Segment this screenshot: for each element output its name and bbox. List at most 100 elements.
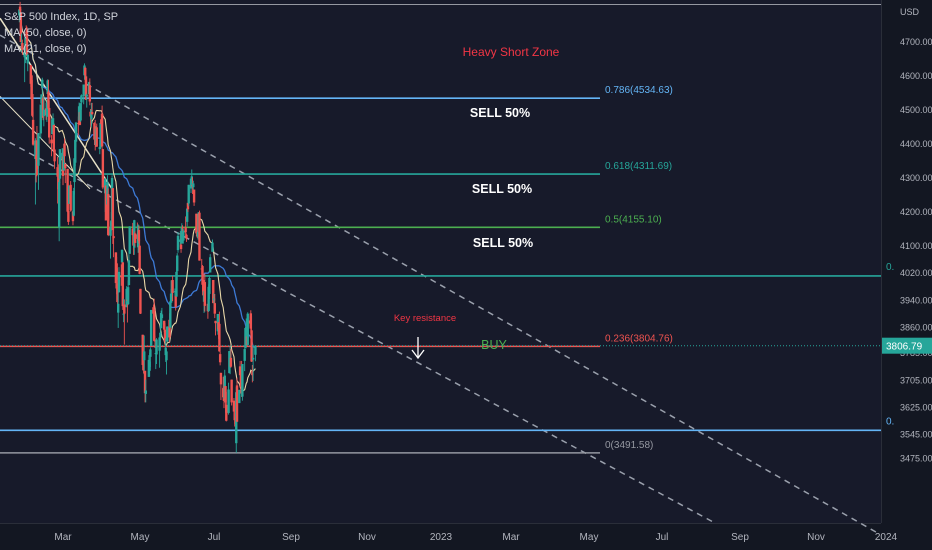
candle-body [243, 349, 246, 361]
time-tick-label: Nov [358, 532, 376, 543]
candle-body [143, 351, 146, 361]
fib-level-label: 0.618(4311.69) [605, 161, 672, 172]
candle-body [84, 67, 87, 76]
candle-body [149, 349, 152, 357]
candle-body [69, 184, 72, 211]
candle-body [57, 182, 61, 228]
candle-body [117, 271, 121, 293]
candle-body [165, 351, 168, 361]
candle-body [166, 326, 169, 342]
candle-body [39, 104, 42, 134]
price-currency-label: USD [900, 7, 920, 17]
candle-body [212, 298, 216, 301]
candle-body [93, 122, 96, 140]
price-tick-label: 4020.00 [900, 268, 932, 278]
candle-body [40, 94, 43, 104]
price-tick-label: 4100.00 [900, 241, 932, 251]
candle-body [90, 110, 93, 119]
candle-body [159, 312, 163, 329]
candle-body [179, 244, 183, 250]
candle-body [153, 309, 156, 341]
candle-body [50, 139, 53, 144]
candle-body [100, 113, 104, 147]
candle-body [106, 182, 109, 205]
candle-body [238, 366, 242, 376]
candle-body [195, 213, 198, 234]
fib-level-label: 0.786(4534.63) [605, 85, 673, 96]
candle-body [126, 287, 130, 305]
candle-body [74, 122, 78, 142]
time-tick-label: May [131, 532, 150, 543]
candle-body [88, 85, 92, 102]
candle-body [201, 266, 204, 285]
candle-body [192, 183, 195, 188]
time-tick-label: Jul [208, 532, 221, 543]
candle-body [29, 65, 33, 84]
candle-body [74, 139, 77, 163]
candle-body [18, 6, 22, 11]
heavy-short-zone-label: Heavy Short Zone [463, 45, 560, 59]
candle-body [73, 158, 76, 183]
candle-body [185, 208, 189, 222]
candle-body [116, 283, 119, 303]
candle-body [125, 288, 128, 308]
candle-body [180, 227, 184, 244]
price-tick-label: 4300.00 [900, 173, 932, 183]
legend-ma21[interactable]: MA (21, close, 0) [4, 43, 87, 55]
fib-level-label: 0(3491.58) [605, 440, 653, 451]
candle-body [120, 249, 124, 263]
candle-body [160, 314, 164, 319]
candle-body [61, 152, 64, 160]
candle-body [72, 190, 75, 216]
candle-body [155, 339, 158, 355]
candle-body [47, 91, 50, 109]
candle-body [218, 323, 221, 352]
candle-body [122, 313, 125, 315]
candle-body [31, 119, 35, 145]
candle-body [41, 79, 44, 88]
candle-body [67, 210, 70, 222]
candle-body [162, 320, 166, 330]
candle-body [219, 372, 223, 385]
candle-body [233, 417, 236, 421]
candle-body [218, 354, 222, 363]
candle-body [107, 193, 110, 236]
trend-line-solid[interactable] [0, 17, 113, 190]
candle-body [230, 379, 233, 403]
candle-body [114, 252, 118, 284]
time-tick-label: 2023 [430, 532, 453, 543]
candle-body [225, 404, 228, 421]
candle-body [42, 109, 46, 117]
candle-body [116, 303, 120, 313]
candle-body [85, 94, 88, 97]
candle-body [189, 178, 193, 189]
price-tick-label: 4200.00 [900, 207, 932, 217]
price-tick-label: 3705.00 [900, 375, 932, 385]
candle-body [190, 176, 193, 182]
candle-body [23, 52, 26, 58]
candle-body [121, 262, 124, 307]
candle-body [67, 185, 71, 204]
candle-body [212, 280, 215, 304]
buy-label: BUY [481, 338, 507, 352]
candle-body [111, 188, 115, 231]
candle-body [84, 76, 88, 100]
legend-ma50[interactable]: MA (50, close, 0) [4, 27, 87, 39]
trend-line-upper[interactable] [0, 34, 881, 535]
candle-body [104, 185, 108, 221]
candle-body [239, 382, 243, 384]
trend-line-lower[interactable] [0, 136, 716, 524]
candle-body [45, 102, 49, 117]
candle-body [241, 363, 244, 397]
price-tick-label: 3940.00 [900, 295, 932, 305]
candle-body [144, 390, 147, 394]
time-tick-label: Jul [656, 532, 669, 543]
candle-body [51, 119, 54, 135]
candle-body [235, 385, 239, 422]
candle-body [149, 309, 153, 346]
candle-body [30, 80, 33, 100]
time-tick-label: Mar [54, 532, 72, 543]
candle-body [184, 227, 187, 233]
legend-symbol[interactable]: S&P 500 Index, 1D, SP [4, 11, 119, 23]
